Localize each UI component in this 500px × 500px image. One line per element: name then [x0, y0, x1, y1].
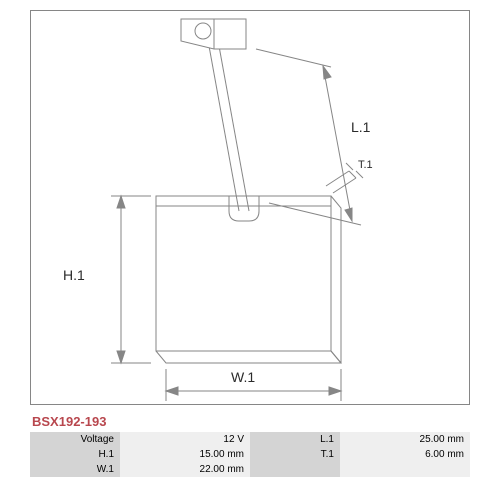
- label-t1: T.1: [358, 159, 373, 171]
- label-h1: H.1: [63, 267, 85, 283]
- spec-value: 12 V: [120, 432, 250, 447]
- spec-label: Voltage: [30, 432, 120, 447]
- spec-label: T.1: [250, 447, 340, 462]
- spec-value: 22.00 mm: [120, 462, 250, 477]
- spec-label: L.1: [250, 432, 340, 447]
- spec-value: 25.00 mm: [340, 432, 470, 447]
- spec-label: W.1: [30, 462, 120, 477]
- table-row: Voltage 12 V L.1 25.00 mm: [30, 432, 470, 447]
- table-row: H.1 15.00 mm T.1 6.00 mm: [30, 447, 470, 462]
- spec-value: 15.00 mm: [120, 447, 250, 462]
- table-row: W.1 22.00 mm: [30, 462, 470, 477]
- label-w1: W.1: [231, 369, 255, 385]
- part-number: BSX192-193: [32, 414, 106, 429]
- spec-value: 6.00 mm: [340, 447, 470, 462]
- technical-drawing: H.1 W.1 L.1 T.1: [30, 10, 470, 405]
- spec-table: Voltage 12 V L.1 25.00 mm H.1 15.00 mm T…: [30, 432, 470, 477]
- spec-value: [340, 462, 470, 477]
- drawing-svg: [31, 11, 471, 406]
- spec-label: H.1: [30, 447, 120, 462]
- spec-label: [250, 462, 340, 477]
- label-l1: L.1: [351, 119, 370, 135]
